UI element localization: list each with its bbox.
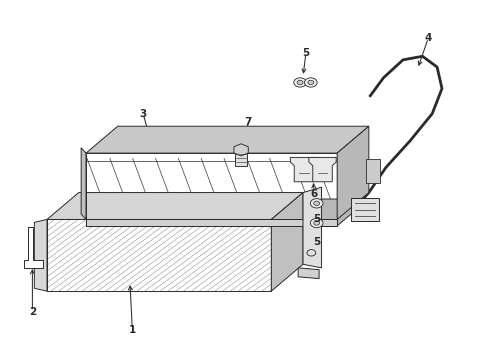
Text: 7: 7	[244, 117, 251, 127]
Polygon shape	[271, 193, 303, 291]
Text: 6: 6	[310, 189, 317, 199]
Circle shape	[313, 201, 319, 206]
Polygon shape	[86, 199, 368, 226]
Text: 1: 1	[128, 325, 136, 334]
Circle shape	[293, 78, 306, 87]
Polygon shape	[366, 159, 379, 183]
Polygon shape	[81, 148, 86, 220]
Polygon shape	[298, 268, 319, 279]
Polygon shape	[290, 157, 317, 182]
Circle shape	[310, 199, 323, 208]
Polygon shape	[350, 198, 378, 221]
Circle shape	[304, 78, 317, 87]
Text: 3: 3	[139, 109, 146, 119]
Circle shape	[313, 221, 319, 225]
Text: 5: 5	[302, 48, 309, 58]
Polygon shape	[86, 126, 368, 153]
Polygon shape	[303, 187, 321, 268]
Circle shape	[310, 219, 323, 228]
Circle shape	[307, 80, 313, 85]
Bar	[235, 150, 246, 166]
Polygon shape	[34, 220, 47, 291]
Polygon shape	[308, 157, 335, 182]
Text: 5: 5	[312, 215, 320, 224]
Circle shape	[297, 80, 303, 85]
Polygon shape	[24, 226, 42, 268]
Polygon shape	[47, 193, 303, 220]
Text: 5: 5	[312, 237, 320, 247]
Polygon shape	[86, 220, 336, 226]
Polygon shape	[336, 126, 368, 220]
Text: 2: 2	[29, 307, 36, 316]
Text: 4: 4	[424, 33, 431, 43]
Polygon shape	[233, 144, 248, 156]
